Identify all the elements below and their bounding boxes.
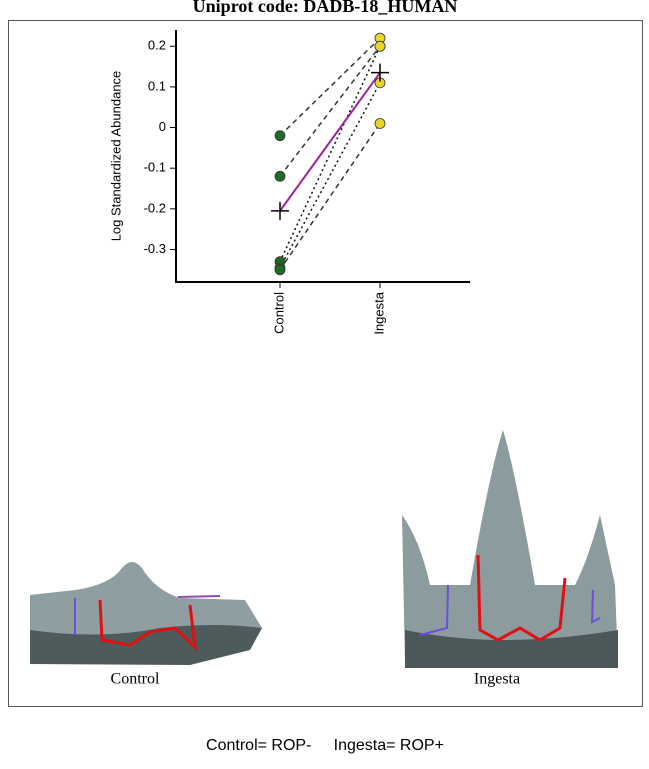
- x-tick-label: Control: [271, 292, 286, 334]
- plot: -0.3 -0.2 -0.1 0 0.1 0.2 Control Ingesta: [144, 32, 389, 335]
- mean-marker: [371, 63, 389, 82]
- data-point: [274, 264, 286, 276]
- data-point: [374, 118, 386, 129]
- pair-line: [279, 45, 381, 177]
- x-tick-label: Ingesta: [371, 291, 386, 334]
- y-tick-label: 0.1: [148, 78, 166, 93]
- panel-label: Ingesta: [474, 671, 520, 688]
- y-tick-label: 0: [159, 119, 166, 134]
- y-tick-label: -0.2: [144, 200, 166, 215]
- y-tick-label: 0.2: [148, 38, 166, 53]
- data-point: [274, 170, 286, 182]
- pair-line: [279, 123, 381, 271]
- y-tick-label: -0.3: [144, 241, 166, 256]
- y-axis-label: Log Standardized Abundance: [108, 71, 123, 242]
- mean-marker: [271, 201, 289, 220]
- data-point: [274, 130, 286, 142]
- y-tick-label: -0.1: [144, 160, 166, 175]
- data-point: [374, 40, 386, 52]
- caption: Control= ROP- Ingesta= ROP+: [206, 737, 444, 754]
- panel-label: Control: [111, 671, 160, 688]
- figure-frame: [8, 20, 643, 707]
- pair-line: [279, 37, 381, 137]
- ingesta-spot-image: [402, 430, 618, 668]
- pair-line: [279, 82, 381, 269]
- control-spot-image: [30, 562, 262, 665]
- pair-line: [279, 45, 381, 262]
- figure-title: Uniprot code: DADB-18_HUMAN: [193, 0, 458, 16]
- pair-line: [279, 72, 381, 212]
